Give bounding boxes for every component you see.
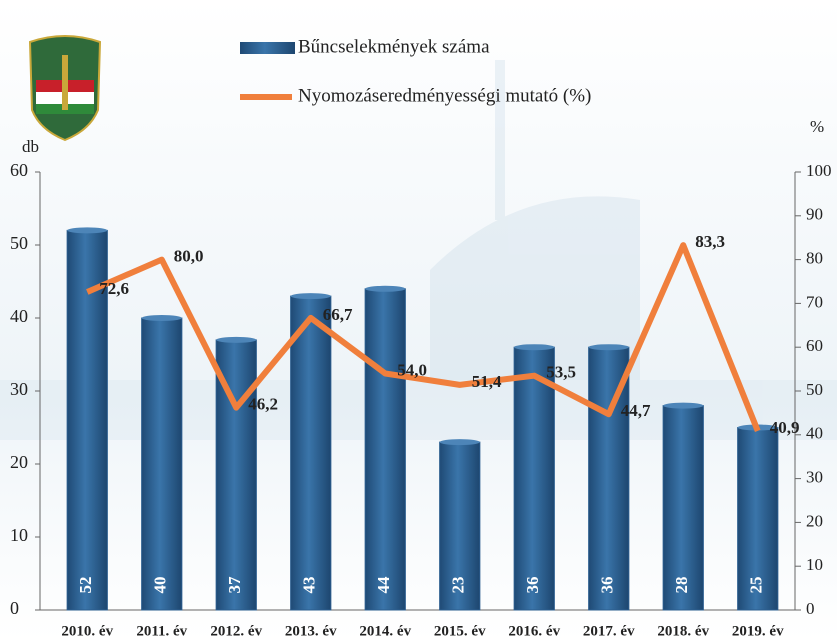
y-axis-label: db <box>22 137 39 156</box>
line-value-label: 66,7 <box>323 305 353 324</box>
y2-tick-label: 10 <box>806 555 823 574</box>
bar <box>291 296 331 610</box>
bar-top <box>440 439 480 445</box>
line-value-label: 83,3 <box>695 232 725 251</box>
line-value-label: 53,5 <box>546 363 576 382</box>
y2-tick-label: 100 <box>806 161 832 180</box>
bar-value-label: 37 <box>225 576 244 594</box>
bar-value-label: 52 <box>76 577 95 594</box>
bar-value-label: 25 <box>747 577 766 594</box>
legend-label: Nyomozáseredményességi mutató (%) <box>298 85 591 106</box>
x-tick-label: 2011. év <box>136 623 187 639</box>
y2-tick-label: 40 <box>806 424 823 443</box>
y2-tick-label: 20 <box>806 511 823 530</box>
y2-tick-label: 90 <box>806 205 823 224</box>
x-tick-label: 2019. év <box>732 623 784 639</box>
chart: db % 0 10 20 30 40 50 60 0 10 20 30 40 50 60 70 80 90 100… <box>0 0 837 640</box>
bar-value-label: 44 <box>374 576 393 594</box>
x-tick-label: 2017. év <box>583 623 635 639</box>
x-tick-label: 2015. év <box>434 623 486 639</box>
y-tick-label: 30 <box>10 379 28 399</box>
bar-top <box>514 344 554 350</box>
bar-value-label: 36 <box>523 577 542 594</box>
y2-axis-label: % <box>810 117 824 136</box>
police-logo <box>30 36 100 140</box>
y-tick-label: 10 <box>10 525 28 545</box>
x-tick-label: 2016. év <box>508 623 560 639</box>
bar-top <box>663 403 703 409</box>
line-value-label: 51,4 <box>472 372 502 391</box>
bar-value-label: 23 <box>449 577 468 594</box>
line-value-label: 44,7 <box>621 401 651 420</box>
y-tick-label: 50 <box>10 233 28 253</box>
y-tick-label: 20 <box>10 452 28 472</box>
bar-top <box>589 344 629 350</box>
bar-value-label: 43 <box>300 577 319 594</box>
line-value-label: 46,2 <box>248 395 278 414</box>
x-tick-label: 2018. év <box>657 623 709 639</box>
x-tick-label: 2012. év <box>210 623 262 639</box>
line-value-label: 54,0 <box>397 360 427 379</box>
y2-tick-label: 70 <box>806 292 823 311</box>
y2-tick-label: 60 <box>806 336 823 355</box>
x-tick-label: 2010. év <box>61 623 113 639</box>
bar-top <box>216 337 256 343</box>
y2-tick-label: 80 <box>806 249 823 268</box>
legend-label: Bűncselekmények száma <box>298 36 490 57</box>
bar-top <box>365 286 405 292</box>
bar-value-label: 28 <box>672 577 691 594</box>
line-value-label: 72,6 <box>99 279 129 298</box>
bar <box>365 289 405 610</box>
y2-tick-label: 0 <box>806 599 815 618</box>
bar-top <box>291 293 331 299</box>
y2-tick-label: 30 <box>806 468 823 487</box>
legend-swatch <box>240 42 295 54</box>
y-tick-label: 0 <box>10 598 19 618</box>
bar <box>514 347 554 610</box>
bar <box>142 318 182 610</box>
bar-value-label: 40 <box>151 577 170 594</box>
bar-top <box>67 227 107 233</box>
line-value-label: 40,9 <box>770 418 800 437</box>
x-tick-label: 2014. év <box>359 623 411 639</box>
y2-tick-label: 50 <box>806 380 823 399</box>
bar-value-label: 36 <box>598 577 617 594</box>
line-value-label: 80,0 <box>174 247 204 266</box>
x-tick-label: 2013. év <box>285 623 337 639</box>
y-tick-label: 60 <box>10 160 28 180</box>
y-tick-label: 40 <box>10 306 28 326</box>
bar-top <box>142 315 182 321</box>
